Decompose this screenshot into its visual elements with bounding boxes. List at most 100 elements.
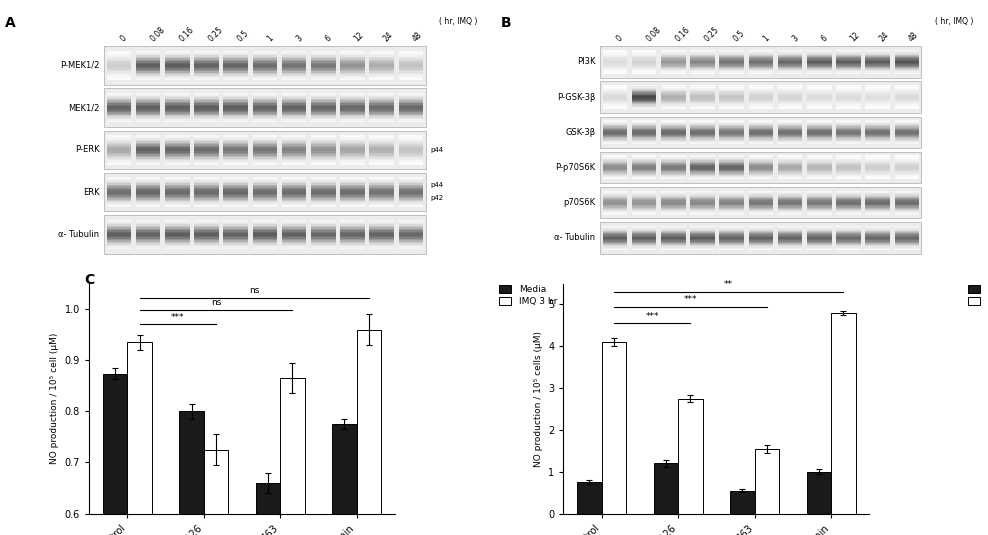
Bar: [195, 78, 218, 80]
Bar: [894, 228, 919, 230]
Bar: [253, 190, 278, 192]
Bar: [107, 199, 131, 201]
Bar: [719, 143, 744, 144]
Bar: [661, 170, 686, 171]
Bar: [749, 245, 774, 246]
Bar: [836, 205, 861, 207]
Bar: [749, 143, 774, 144]
Bar: [836, 155, 861, 157]
Bar: [136, 196, 160, 198]
Bar: [282, 154, 306, 156]
Bar: [631, 235, 656, 237]
Bar: [136, 108, 160, 109]
Bar: [894, 198, 919, 199]
Bar: [807, 177, 832, 178]
Bar: [719, 190, 744, 192]
Bar: [894, 133, 919, 135]
Bar: [691, 133, 714, 135]
Bar: [691, 55, 714, 56]
Bar: [107, 142, 131, 144]
Bar: [282, 52, 306, 54]
Bar: [340, 116, 365, 118]
Bar: [719, 96, 744, 97]
Bar: [253, 78, 278, 80]
Bar: [749, 125, 774, 126]
Bar: [398, 61, 423, 63]
Bar: [107, 147, 131, 149]
Bar: [691, 97, 714, 98]
Bar: [691, 64, 714, 65]
Bar: [661, 201, 686, 203]
Bar: [282, 189, 306, 191]
Bar: [165, 142, 190, 144]
Bar: [136, 120, 160, 123]
Bar: [311, 59, 336, 61]
Bar: [398, 64, 423, 65]
Bar: [778, 247, 802, 249]
Bar: [223, 75, 248, 77]
Bar: [603, 60, 627, 62]
Bar: [719, 240, 744, 241]
Bar: [749, 232, 774, 233]
Bar: [603, 137, 627, 139]
Bar: [195, 77, 218, 79]
Bar: [836, 141, 861, 142]
Bar: [719, 194, 744, 196]
Bar: [311, 142, 336, 144]
Bar: [398, 192, 423, 194]
Bar: [865, 196, 890, 198]
Bar: [223, 146, 248, 147]
Bar: [836, 93, 861, 95]
Bar: [661, 171, 686, 172]
Bar: [253, 58, 278, 59]
Bar: [654, 463, 678, 514]
Bar: [311, 152, 336, 154]
Bar: [865, 143, 890, 144]
Bar: [195, 219, 218, 221]
Bar: [165, 58, 190, 59]
Bar: [282, 204, 306, 205]
Bar: [223, 234, 248, 236]
Bar: [107, 74, 131, 75]
Bar: [807, 239, 832, 240]
Bar: [311, 201, 336, 202]
Bar: [749, 155, 774, 157]
Bar: [778, 227, 802, 228]
Bar: [340, 64, 365, 65]
Bar: [136, 183, 160, 185]
Bar: [836, 231, 861, 232]
Bar: [253, 230, 278, 232]
Bar: [107, 71, 131, 73]
Bar: [691, 162, 714, 163]
Bar: [807, 233, 832, 234]
Bar: [311, 205, 336, 207]
Bar: [894, 226, 919, 227]
Bar: [778, 97, 802, 98]
Bar: [107, 160, 131, 162]
Text: 0: 0: [615, 34, 624, 44]
Bar: [282, 64, 306, 65]
Bar: [311, 144, 336, 146]
Bar: [136, 55, 160, 57]
Bar: [749, 137, 774, 139]
Bar: [340, 77, 365, 79]
Bar: [894, 64, 919, 65]
Bar: [778, 106, 802, 108]
Bar: [894, 56, 919, 57]
Bar: [223, 62, 248, 64]
Bar: [311, 199, 336, 201]
Bar: [836, 100, 861, 101]
Bar: [311, 98, 336, 101]
Bar: [631, 55, 656, 56]
Bar: [691, 169, 714, 170]
Bar: [107, 55, 131, 57]
Bar: [282, 234, 306, 236]
Bar: [136, 230, 160, 232]
Bar: [719, 121, 744, 123]
Bar: [370, 97, 394, 99]
Bar: [136, 62, 160, 64]
Bar: [865, 234, 890, 235]
Bar: [749, 91, 774, 93]
Bar: [398, 202, 423, 204]
Bar: [136, 205, 160, 207]
